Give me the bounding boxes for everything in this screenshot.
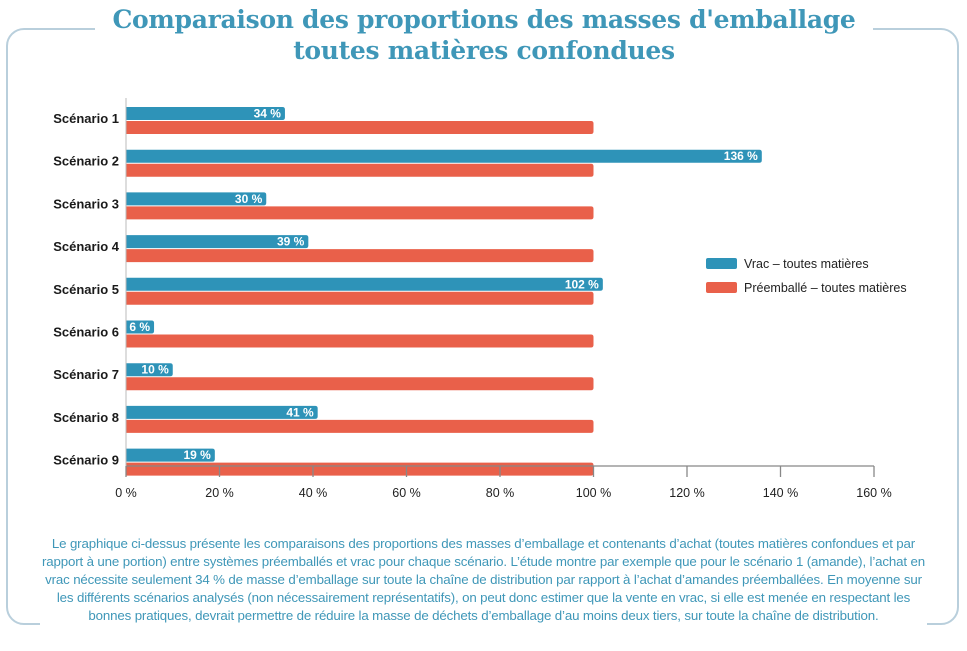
x-tick-label: 0 % bbox=[115, 486, 137, 500]
legend-label: Vrac – toutes matières bbox=[744, 257, 869, 271]
bar-preemballe bbox=[126, 462, 594, 476]
legend-label: Préemballé – toutes matières bbox=[744, 281, 907, 295]
category-label: Scénario 4 bbox=[53, 239, 120, 254]
data-label: 10 % bbox=[141, 363, 169, 377]
bar-vrac bbox=[126, 107, 285, 120]
bar-preemballe bbox=[126, 334, 594, 348]
bar-vrac bbox=[126, 363, 173, 377]
bar-preemballe bbox=[126, 121, 594, 134]
chart-title: Comparaison des proportions des masses d… bbox=[112, 5, 856, 65]
data-label: 19 % bbox=[183, 448, 211, 462]
bar-preemballe bbox=[126, 377, 594, 391]
chart-caption: Le graphique ci-dessus présente les comp… bbox=[42, 536, 925, 623]
x-tick-label: 60 % bbox=[392, 486, 421, 500]
plot-area: Scénario 1 34 % Scénario 2 136 % Scénario 3 3… bbox=[53, 98, 892, 500]
category-label: Scénario 1 bbox=[53, 111, 119, 126]
category-label: Scénario 9 bbox=[53, 453, 119, 468]
category-label: Scénario 2 bbox=[53, 154, 119, 169]
data-label: 41 % bbox=[286, 405, 314, 419]
title-container: Comparaison des proportions des masses d… bbox=[95, 0, 873, 72]
bar-vrac bbox=[126, 235, 309, 249]
legend-swatch bbox=[706, 282, 737, 293]
x-tick-label: 100 % bbox=[576, 486, 611, 500]
bar-preemballe bbox=[126, 419, 594, 433]
caption-container: Le graphique ci-dessus présente les comp… bbox=[40, 535, 927, 625]
category-label: Scénario 5 bbox=[53, 282, 119, 297]
bar-vrac bbox=[126, 448, 215, 462]
bar-vrac bbox=[126, 320, 155, 334]
bar-vrac bbox=[126, 277, 603, 291]
x-tick-label: 40 % bbox=[299, 486, 328, 500]
category-label: Scénario 7 bbox=[53, 367, 119, 382]
chart-legend: Vrac – toutes matières Préemballé – toute… bbox=[706, 257, 907, 295]
category-label: Scénario 3 bbox=[53, 196, 119, 211]
x-tick-label: 160 % bbox=[856, 486, 891, 500]
bar-vrac bbox=[126, 192, 267, 206]
x-tick-label: 120 % bbox=[669, 486, 704, 500]
data-label: 6 % bbox=[129, 320, 150, 334]
bar-vrac bbox=[126, 149, 762, 163]
x-tick-label: 80 % bbox=[486, 486, 515, 500]
bar-preemballe bbox=[126, 163, 594, 177]
legend-swatch bbox=[706, 258, 737, 269]
bar-vrac bbox=[126, 405, 318, 419]
data-label: 136 % bbox=[724, 149, 758, 163]
data-label: 30 % bbox=[235, 192, 263, 206]
x-tick-label: 20 % bbox=[205, 486, 234, 500]
data-label: 34 % bbox=[254, 107, 282, 121]
category-label: Scénario 6 bbox=[53, 325, 119, 340]
bar-preemballe bbox=[126, 249, 594, 263]
x-tick-label: 140 % bbox=[763, 486, 798, 500]
data-label: 102 % bbox=[565, 277, 599, 291]
category-label: Scénario 8 bbox=[53, 410, 119, 425]
bar-preemballe bbox=[126, 291, 594, 305]
bar-preemballe bbox=[126, 206, 594, 220]
data-label: 39 % bbox=[277, 235, 305, 249]
